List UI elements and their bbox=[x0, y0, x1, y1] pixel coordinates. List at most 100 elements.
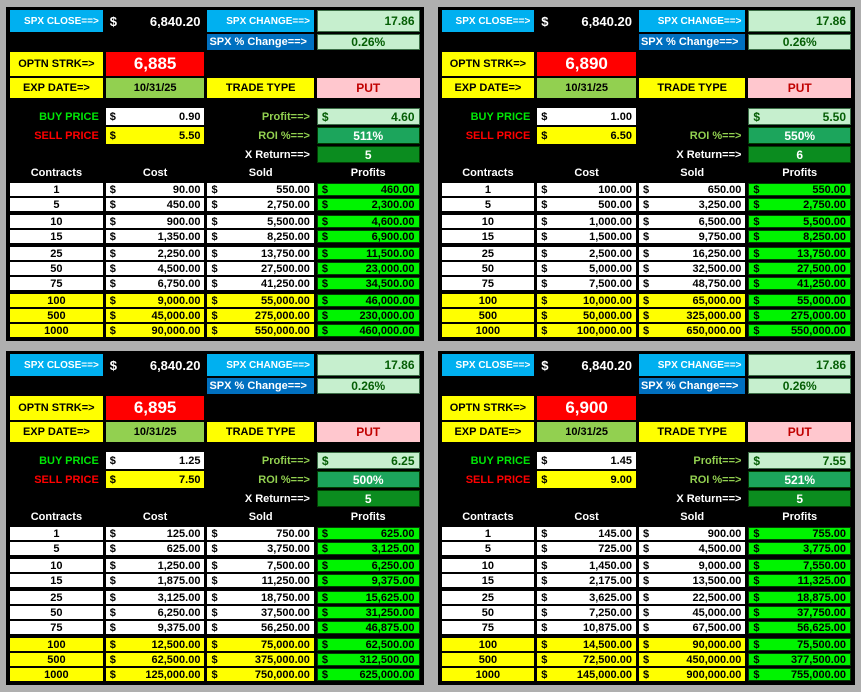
currency-symbol: $ bbox=[642, 324, 650, 337]
profit-label: Profit==> bbox=[261, 454, 310, 467]
sold-number: 75,000.00 bbox=[260, 638, 310, 651]
profits-cell: $ 6,900.00 bbox=[316, 230, 420, 243]
table-header-row: Contracts Cost Sold Profits bbox=[442, 165, 852, 181]
buy-price-input[interactable]: $ 1.45 bbox=[537, 452, 636, 469]
sell-price-input[interactable]: $ 5.50 bbox=[105, 127, 205, 144]
sold-cell: $ 9,000.00 bbox=[638, 559, 746, 572]
profits-number: 4,600.00 bbox=[371, 215, 415, 228]
buy-price-input[interactable]: $ 1.00 bbox=[537, 108, 636, 125]
cost-cell: $ 6,250.00 bbox=[105, 606, 205, 619]
profits-number: 23,000.00 bbox=[365, 262, 415, 275]
buy-price-number: 1.25 bbox=[179, 454, 201, 467]
spx-change-label: SPX CHANGE==> bbox=[207, 354, 314, 376]
cost-cell: $ 2,175.00 bbox=[537, 574, 636, 587]
profits-cell: $ 3,125.00 bbox=[316, 542, 420, 555]
exp-date-value[interactable]: 10/31/25 bbox=[105, 78, 205, 98]
currency-symbol: $ bbox=[109, 606, 116, 619]
x-return-label: X Return==> bbox=[244, 148, 310, 161]
cost-number: 625.00 bbox=[166, 542, 201, 555]
currency-symbol: $ bbox=[211, 527, 218, 540]
sold-cell: $ 900.00 bbox=[638, 527, 746, 540]
cost-number: 500.00 bbox=[598, 198, 632, 211]
spx-pct-change-value: 0.26% bbox=[748, 34, 851, 50]
exp-date-value[interactable]: 10/31/25 bbox=[537, 78, 636, 98]
currency-symbol: $ bbox=[541, 574, 548, 587]
profits-cell: $ 75,500.00 bbox=[748, 638, 851, 651]
table-row: 50 $ 7,250.00 $ 45,000.00 $ 37,750.00 bbox=[441, 606, 851, 619]
cost-number: 6,250.00 bbox=[157, 606, 201, 619]
cost-number: 900.00 bbox=[166, 215, 201, 228]
currency-symbol: $ bbox=[211, 262, 218, 275]
spx-close-label: SPX CLOSE==> bbox=[10, 354, 103, 376]
spx-change-label: SPX CHANGE==> bbox=[638, 354, 746, 376]
profit-number: 4.60 bbox=[391, 109, 415, 124]
profits-header: Profits bbox=[350, 167, 386, 179]
sold-number: 450,000.00 bbox=[686, 653, 742, 666]
exp-date-label: EXP DATE=> bbox=[441, 422, 535, 442]
contracts-cell: 5 bbox=[441, 198, 535, 211]
currency-symbol: $ bbox=[321, 453, 329, 468]
sold-number: 900.00 bbox=[707, 527, 742, 540]
cost-number: 1,250.00 bbox=[157, 559, 201, 572]
sold-number: 3,250.00 bbox=[698, 198, 742, 211]
contracts-cell: 1 bbox=[441, 183, 535, 196]
contracts-cell: 15 bbox=[10, 574, 103, 587]
buy-price-input[interactable]: $ 0.90 bbox=[105, 108, 205, 125]
cost-cell: $ 1,000.00 bbox=[537, 215, 636, 228]
cost-cell: $ 450.00 bbox=[105, 198, 205, 211]
sold-cell: $ 11,250.00 bbox=[207, 574, 314, 587]
profits-cell: $ 4,600.00 bbox=[316, 215, 420, 228]
contracts-cell: 15 bbox=[10, 230, 103, 243]
currency-symbol: $ bbox=[541, 542, 548, 555]
exp-date-value[interactable]: 10/31/25 bbox=[105, 422, 205, 442]
sold-cell: $ 45,000.00 bbox=[638, 606, 746, 619]
cost-cell: $ 14,500.00 bbox=[537, 638, 636, 651]
sell-price-input[interactable]: $ 7.50 bbox=[105, 471, 205, 488]
currency-symbol: $ bbox=[211, 277, 218, 290]
strike-price-cell[interactable]: 6,890 bbox=[537, 52, 636, 76]
strike-price-cell[interactable]: 6,895 bbox=[105, 396, 205, 420]
exp-date-value[interactable]: 10/31/25 bbox=[537, 422, 636, 442]
profit-value: $ 6.25 bbox=[316, 452, 420, 469]
buy-price-label: BUY PRICE bbox=[39, 454, 99, 467]
sold-cell: $ 22,500.00 bbox=[638, 591, 746, 604]
strike-price-cell[interactable]: 6,885 bbox=[105, 52, 205, 76]
table-row: 25 $ 2,500.00 $ 16,250.00 $ 13,750.00 bbox=[441, 247, 851, 260]
profits-number: 13,750.00 bbox=[797, 247, 846, 260]
quadrant-panel: SPX CLOSE==> $ 6,840.20 SPX CHANGE==> 17… bbox=[6, 351, 424, 685]
cost-cell: $ 9,000.00 bbox=[105, 294, 205, 307]
currency-symbol: $ bbox=[109, 198, 116, 211]
cost-number: 45,000.00 bbox=[151, 309, 201, 322]
buy-price-input[interactable]: $ 1.25 bbox=[105, 452, 205, 469]
profits-number: 230,000.00 bbox=[359, 309, 415, 322]
cost-number: 725.00 bbox=[598, 542, 632, 555]
buy-price-label: BUY PRICE bbox=[470, 454, 531, 467]
sell-price-input[interactable]: $ 9.00 bbox=[537, 471, 636, 488]
sold-header: Sold bbox=[680, 167, 705, 179]
sell-price-number: 6.50 bbox=[610, 129, 632, 142]
sell-price-number: 7.50 bbox=[179, 473, 201, 486]
contracts-cell: 100 bbox=[441, 638, 535, 651]
table-rows: 1 $ 90.00 $ 550.00 $ 460.00 5 $ 450.00 $… bbox=[10, 183, 420, 337]
table-row: 500 $ 72,500.00 $ 450,000.00 $ 377,500.0… bbox=[441, 653, 851, 666]
sell-price-input[interactable]: $ 6.50 bbox=[537, 127, 636, 144]
table-row: 50 $ 4,500.00 $ 27,500.00 $ 23,000.00 bbox=[10, 262, 420, 275]
profits-cell: $ 460.00 bbox=[316, 183, 420, 196]
cost-number: 9,000.00 bbox=[157, 294, 201, 307]
contracts-cell: 10 bbox=[441, 215, 535, 228]
sold-number: 9,750.00 bbox=[698, 230, 742, 243]
empty-cell bbox=[442, 490, 535, 507]
contracts-cell: 100 bbox=[441, 294, 535, 307]
profits-number: 37,750.00 bbox=[797, 606, 846, 619]
table-row: 50 $ 6,250.00 $ 37,500.00 $ 31,250.00 bbox=[10, 606, 420, 619]
sold-cell: $ 3,250.00 bbox=[638, 198, 746, 211]
currency-symbol: $ bbox=[541, 309, 548, 322]
sold-number: 550.00 bbox=[276, 183, 310, 196]
strike-price-cell[interactable]: 6,900 bbox=[537, 396, 636, 420]
empty-cell bbox=[10, 378, 103, 394]
currency-symbol: $ bbox=[642, 527, 650, 540]
price-roi-section: BUY PRICE $ 1.45 Profit==> $ 7.55 SELL P… bbox=[442, 452, 851, 507]
sold-cell: $ 55,000.00 bbox=[207, 294, 314, 307]
sold-number: 375,000.00 bbox=[254, 653, 310, 666]
currency-symbol: $ bbox=[642, 591, 650, 604]
